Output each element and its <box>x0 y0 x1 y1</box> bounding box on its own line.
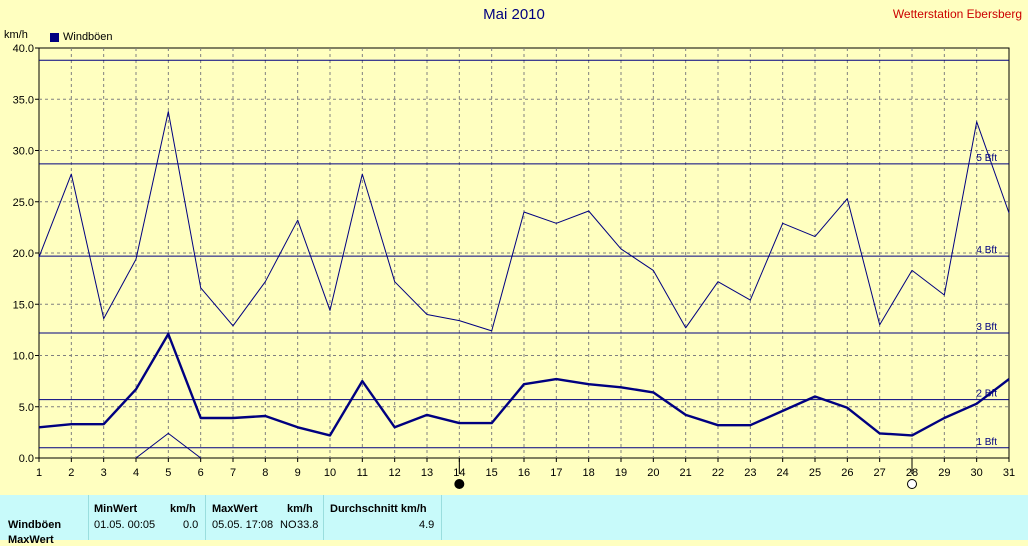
beaufort-label: 2 Bft <box>976 389 997 400</box>
beaufort-label: 4 Bft <box>976 245 997 256</box>
station-name: Wetterstation Ebersberg <box>892 7 1022 21</box>
y-tick-label: 25.0 <box>13 197 34 209</box>
y-tick-label: 10.0 <box>13 351 34 363</box>
x-tick-label: 26 <box>841 467 853 479</box>
x-tick-label: 10 <box>324 467 336 479</box>
x-tick-label: 8 <box>262 467 268 479</box>
beaufort-label: 5 Bft <box>976 153 997 164</box>
beaufort-label: 3 Bft <box>976 322 997 333</box>
new-moon-icon <box>454 479 465 489</box>
x-tick-label: 25 <box>809 467 821 479</box>
row-label-maxwert: MaxWert <box>8 534 54 546</box>
legend-swatch <box>50 32 59 42</box>
chart-area: 1 2 3 4 5 6 7 8 9 10 11 12 13 14 15 16 17 18 19 20 21 22 23 24 2… <box>4 6 1022 489</box>
x-tick-label: 6 <box>198 467 204 479</box>
max-unit-header: km/h <box>287 503 313 515</box>
y-tick-label: 20.0 <box>13 248 34 260</box>
x-tick-label: 13 <box>421 467 433 479</box>
stats-divider <box>441 495 442 540</box>
min-unit-header: km/h <box>170 503 196 515</box>
series-line-3 <box>135 432 202 459</box>
row-label-windboeen: Windböen <box>8 519 62 531</box>
x-tick-label: 24 <box>777 467 789 479</box>
min-header: MinWert <box>94 503 138 515</box>
x-tick-label: 11 <box>357 467 368 479</box>
x-tick-label: 9 <box>295 467 301 479</box>
avg-header: Durchschnitt km/h <box>330 503 427 515</box>
max-header: MaxWert <box>212 503 258 515</box>
y-tick-label: 5.0 <box>19 402 34 414</box>
x-tick-label: 20 <box>647 467 659 479</box>
stats-divider <box>323 495 324 540</box>
legend-label: Windböen <box>63 31 113 43</box>
min-value: 0.0 <box>183 519 199 531</box>
x-tick-label: 12 <box>389 467 401 479</box>
beaufort-label: 1 Bft <box>976 437 997 448</box>
x-tick-label: 19 <box>615 467 627 479</box>
x-tick-label: 4 <box>133 467 139 479</box>
x-tick-label: 29 <box>938 467 950 479</box>
max-value: 33.8 <box>297 519 319 531</box>
stats-divider <box>205 495 206 540</box>
y-tick-label: 40.0 <box>13 43 34 55</box>
avg-value: 4.9 <box>419 519 435 531</box>
stats-divider <box>88 495 89 540</box>
x-tick-label: 17 <box>550 467 562 479</box>
max-time: 05.05. 17:08 <box>212 519 274 531</box>
x-tick-label: 1 <box>36 467 42 479</box>
y-tick-label: 35.0 <box>13 94 34 106</box>
x-tick-label: 3 <box>101 467 107 479</box>
x-tick-label: 7 <box>230 467 236 479</box>
x-tick-label: 15 <box>486 467 498 479</box>
chart-plot: 1 2 3 4 5 6 7 8 9 10 11 12 13 14 15 16 17 18 19 20 21 22 23 24 2… <box>13 43 1015 489</box>
series-line-2 <box>38 111 1010 332</box>
min-time: 01.05. 00:05 <box>94 519 156 531</box>
max-direction: NO <box>280 519 297 531</box>
x-tick-label: 16 <box>518 467 530 479</box>
x-tick-label: 31 <box>1003 467 1015 479</box>
x-tick-label: 5 <box>165 467 171 479</box>
series-line-1 <box>38 332 1010 437</box>
x-tick-label: 21 <box>680 467 692 479</box>
x-tick-label: 30 <box>971 467 983 479</box>
y-tick-label: 15.0 <box>13 299 34 311</box>
x-tick-label: 22 <box>712 467 724 479</box>
x-tick-label: 27 <box>874 467 886 479</box>
full-moon-icon <box>907 479 917 489</box>
y-tick-label: 30.0 <box>13 146 34 158</box>
x-tick-label: 2 <box>68 467 74 479</box>
legend: Windböen <box>50 31 113 43</box>
y-axis-unit: km/h <box>4 29 28 41</box>
y-tick-label: 0.0 <box>19 453 34 465</box>
chart-title: Mai 2010 <box>483 6 545 23</box>
x-tick-label: 23 <box>744 467 756 479</box>
x-tick-label: 18 <box>583 467 595 479</box>
statistics-panel: MinWert km/h MaxWert km/h Durchschnitt k… <box>0 495 1028 546</box>
